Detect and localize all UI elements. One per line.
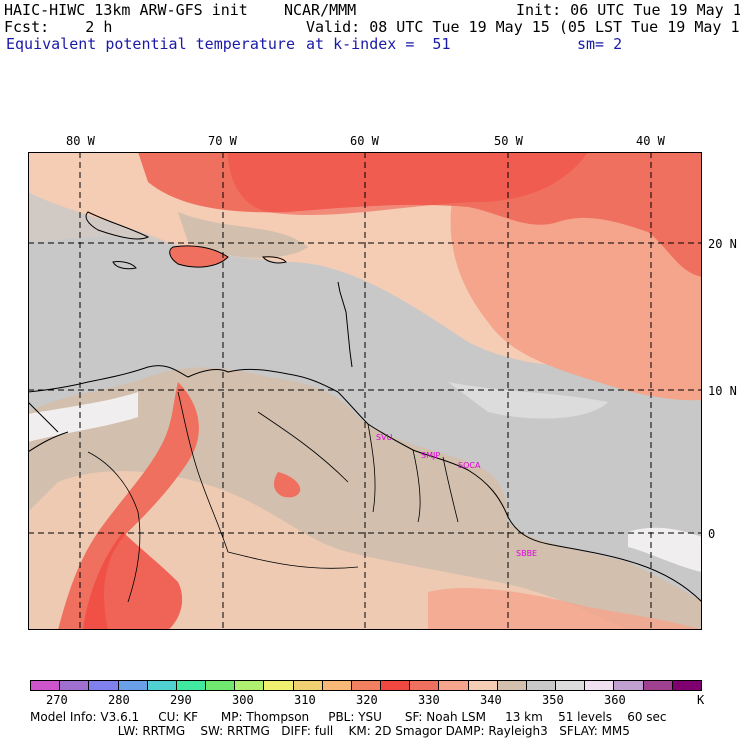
colorbar-swatch: [439, 681, 469, 690]
field-name: Equivalent potential temperature: [6, 35, 295, 53]
lesser-antilles: [337, 281, 353, 368]
colorbar-swatch: [235, 681, 265, 690]
colorbar: [30, 680, 702, 691]
colorbar-swatch: [264, 681, 294, 690]
site-soca: SOCA: [458, 461, 481, 470]
central-white-patch: [448, 382, 608, 419]
model-info-line2: LW: RRTMG SW: RRTMG DIFF: full KM: 2D Sm…: [30, 724, 630, 738]
north-tan-patch: [178, 212, 308, 258]
model-info-line1: Model Info: V3.6.1 CU: KF MP: Thompson P…: [30, 710, 667, 724]
lat-label-0: 0: [708, 527, 716, 541]
lat-label-10n: 10 N: [708, 384, 737, 398]
lon-label-80w: 80 W: [66, 134, 95, 148]
smoothing: sm= 2: [577, 35, 623, 53]
forecast-hour: Fcst: 2 h: [4, 18, 113, 36]
southeast-salmon: [428, 587, 702, 630]
colorbar-swatch: [556, 681, 586, 690]
lon-label-70w: 70 W: [208, 134, 237, 148]
tick-320: 320: [356, 693, 378, 707]
theta-e-map: SVU SMJP SOCA SBBE: [28, 152, 702, 630]
colorbar-swatch: [614, 681, 644, 690]
central-america-coast: [28, 401, 69, 453]
colorbar-swatch: [89, 681, 119, 690]
country-borders: [87, 391, 459, 603]
lon-label-50w: 50 W: [494, 134, 523, 148]
andes-red: [83, 532, 183, 630]
cuba-island: [85, 211, 150, 240]
colorbar-swatch: [147, 681, 177, 690]
tick-300: 300: [232, 693, 254, 707]
colorbar-swatch: [351, 681, 382, 690]
site-sbbe: SBBE: [516, 549, 537, 558]
coastline: [28, 365, 702, 603]
puerto-rico-island: [262, 256, 287, 264]
colorbar-swatch: [497, 681, 527, 690]
lon-label-40w: 40 W: [636, 134, 665, 148]
site-svu: SVU: [376, 433, 393, 442]
colorbar-swatch: [526, 681, 557, 690]
colorbar-swatch: [176, 681, 207, 690]
valid-time: Valid: 08 UTC Tue 19 May 15 (05 LST Tue …: [306, 18, 740, 36]
colorbar-swatch: [206, 681, 236, 690]
graticule: [28, 152, 702, 630]
jamaica-island: [112, 261, 137, 270]
colorbar-swatch: [585, 681, 615, 690]
colorbar-swatch: [293, 681, 323, 690]
tick-350: 350: [542, 693, 564, 707]
colorbar-swatch: [118, 681, 148, 690]
andes-coral: [58, 382, 199, 630]
tick-280: 280: [108, 693, 130, 707]
north-grey-patch: [28, 192, 351, 342]
level-index: at k-index = 51: [306, 35, 451, 53]
tick-270: 270: [46, 693, 68, 707]
colorbar-swatch: [31, 681, 61, 690]
colorbar-swatch: [410, 681, 440, 690]
colorbar-swatch: [468, 681, 498, 690]
colorbar-swatch: [672, 681, 701, 690]
colorbar-swatch: [60, 681, 90, 690]
colorbar-swatch: [643, 681, 673, 690]
unit-label: K: [697, 693, 705, 707]
interior-coral: [273, 472, 301, 498]
tick-310: 310: [294, 693, 316, 707]
colorbar-swatch: [381, 681, 411, 690]
tick-290: 290: [170, 693, 192, 707]
north-red-band: [228, 152, 588, 216]
hispaniola-island: [169, 245, 229, 268]
map-frame: [28, 152, 702, 630]
model-title: HAIC-HIWC 13km ARW-GFS init NCAR/MMM: [4, 1, 357, 19]
tick-340: 340: [480, 693, 502, 707]
tick-330: 330: [418, 693, 440, 707]
lat-label-20n: 20 N: [708, 237, 737, 251]
colorbar-swatch: [322, 681, 352, 690]
init-time: Init: 06 UTC Tue 19 May 15: [516, 1, 740, 19]
site-smjp: SMJP: [421, 451, 440, 460]
east-white-patch: [628, 527, 702, 572]
tick-360: 360: [604, 693, 626, 707]
lon-label-60w: 60 W: [350, 134, 379, 148]
